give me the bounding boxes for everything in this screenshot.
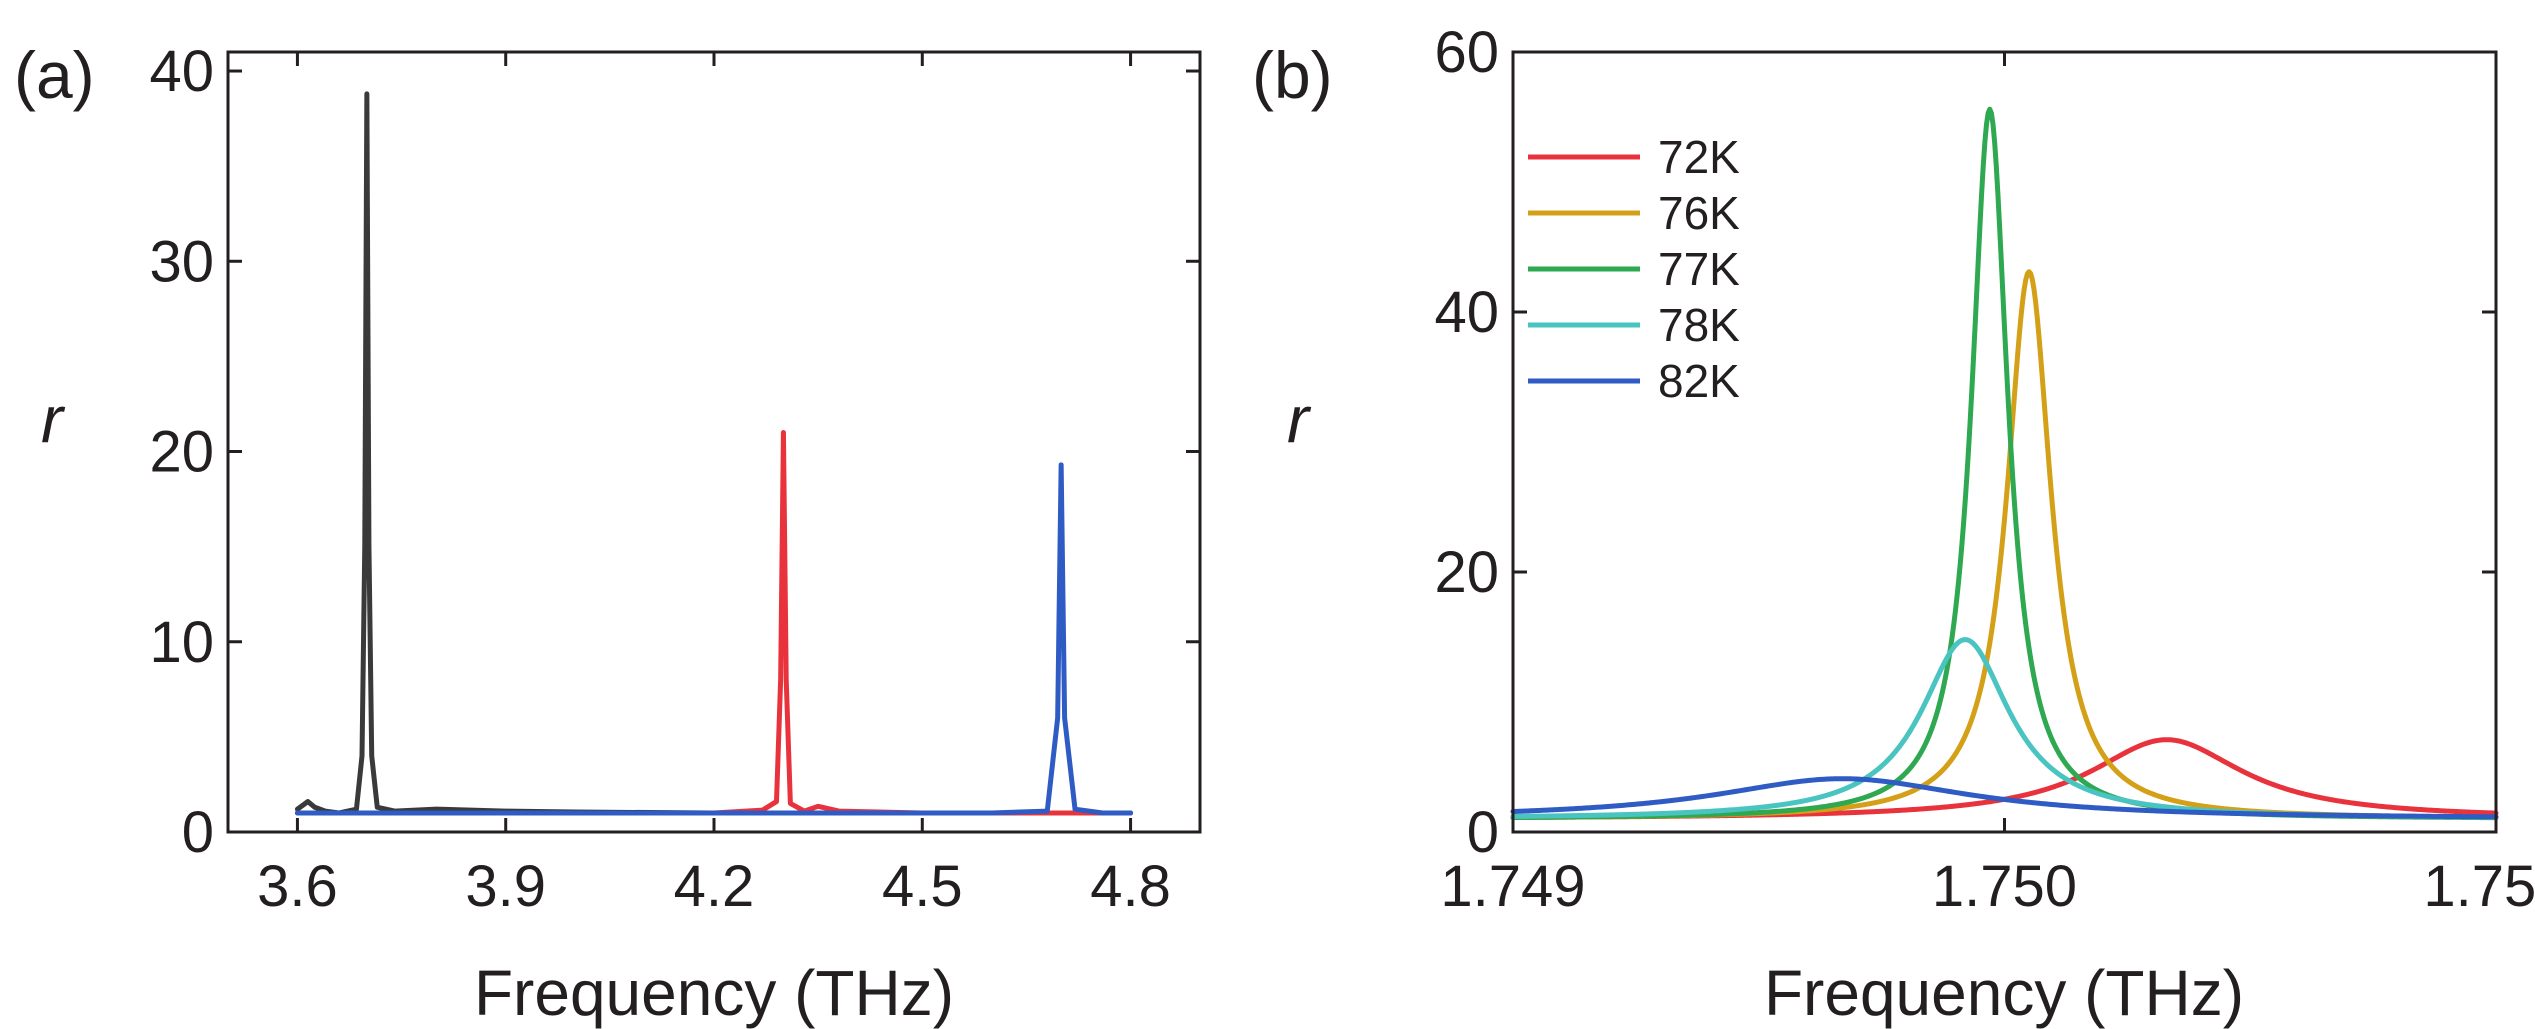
panel-b-ytick-label: 0 [1467,800,1499,865]
panel-a-ytick-label: 0 [182,800,214,865]
panel-a-xlabel: Frequency (THz) [474,957,954,1029]
panel-a-label: (a) [14,38,95,112]
panel-b-xlabel: Frequency (THz) [1764,957,2244,1029]
panel-b-xtick-label: 1.750 [1932,854,2077,919]
panel-a-ticks: 3.6 3.9 4.2 4.5 4.8 0 10 20 30 40 [149,39,1200,919]
panel-b-label: (b) [1252,38,1333,112]
legend-label-82k: 82K [1658,355,1740,407]
panel-a-xtick-label: 3.9 [465,854,546,919]
panel-a-xtick-label: 3.6 [257,854,338,919]
panel-b-ylabel: r [1287,382,1312,456]
panel-a-ytick-label: 10 [149,610,214,675]
panel-a-xtick-label: 4.2 [674,854,755,919]
panel-a: (a) 3.6 3.9 4.2 4.5 4.8 0 10 20 30 40 r Frequency… [14,38,1202,1029]
panel-b-ticks: 1.749 1.750 1.751 0 20 40 60 [1434,20,2535,919]
panel-b-xtick-label: 1.749 [1440,854,1585,919]
panel-b-series-78k [1510,637,2499,820]
panel-a-xtick-label: 4.5 [882,854,963,919]
panel-a-ytick-label: 30 [149,229,214,294]
legend-label-78k: 78K [1658,299,1740,351]
panel-a-series [294,91,1134,816]
panel-b-ytick-label: 40 [1434,280,1499,345]
panel-b-ytick-label: 60 [1434,20,1499,85]
panel-b-series-72k [1510,737,2499,820]
panel-a-series-black [294,91,1134,816]
panel-a-ytick-label: 20 [149,420,214,485]
panel-a-series-blue [294,462,1134,816]
panel-b-series [1510,106,2499,821]
panel-a-series-red [294,429,1134,816]
legend-label-76k: 76K [1658,187,1740,239]
panel-a-ytick-label: 40 [149,39,214,104]
panel-b-ytick-label: 20 [1434,540,1499,605]
panel-a-ylabel: r [41,382,66,456]
panel-b: (b) 1.749 1.750 1.751 0 20 40 60 r Frequency (… [1252,20,2535,1029]
panel-b-series-82k [1510,776,2499,820]
panel-b-xtick-label: 1.751 [2423,854,2535,919]
panel-a-xtick-label: 4.8 [1090,854,1171,919]
panel-a-plot-frame [226,50,1202,834]
legend-label-72k: 72K [1658,131,1740,183]
legend-label-77k: 77K [1658,243,1740,295]
